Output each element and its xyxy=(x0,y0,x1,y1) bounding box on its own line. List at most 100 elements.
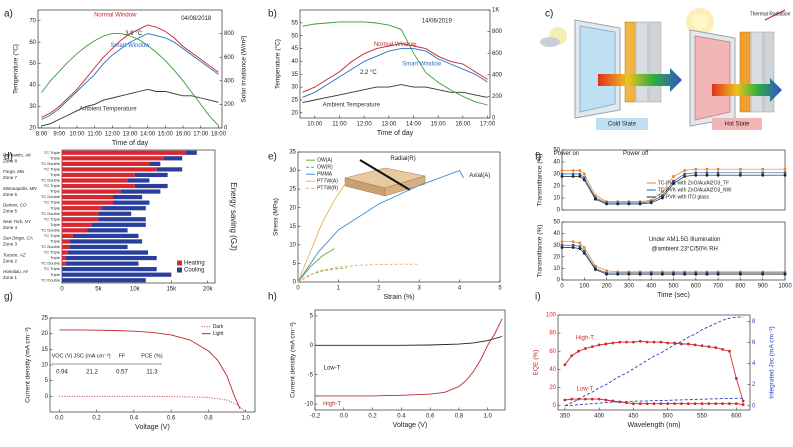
bar xyxy=(62,255,66,261)
x-tick-label: 0.6 xyxy=(426,414,435,420)
x-tick-label: 18:00 xyxy=(211,132,227,138)
bar xyxy=(62,250,68,255)
y-axis-label: Temperature (°C) xyxy=(274,39,282,89)
data-point xyxy=(632,402,635,406)
data-point xyxy=(638,272,642,276)
x-tick-label: 0 xyxy=(60,287,64,293)
data-point xyxy=(560,175,564,178)
bar xyxy=(62,272,172,277)
series-line xyxy=(315,318,503,397)
bar xyxy=(69,239,143,244)
y-tick-label: 40 xyxy=(29,83,36,89)
x-tick-label: 700 xyxy=(713,284,724,290)
bar xyxy=(127,178,150,183)
data-point xyxy=(700,402,704,406)
data-point xyxy=(694,171,698,175)
x-tick-label: 13:00 xyxy=(381,122,397,128)
category-label: Triple xyxy=(50,239,61,244)
y2-tick-label: 6 xyxy=(752,340,756,346)
legend-label: TC-PVK with ITO glass xyxy=(658,194,710,200)
y-tick-label: 35 xyxy=(291,72,298,78)
x-tick-label: 5k xyxy=(95,287,102,293)
data-point xyxy=(584,347,587,350)
bar xyxy=(134,172,168,178)
plot-frame xyxy=(561,149,786,211)
y2-tick-label: 0 xyxy=(752,403,756,409)
y-tick-label: 10 xyxy=(553,196,560,202)
bar xyxy=(156,167,183,172)
category-label: TC Double xyxy=(41,277,61,282)
annotation: Axial(A) xyxy=(469,173,490,179)
series-line xyxy=(302,84,488,104)
data-point xyxy=(578,172,582,176)
bar xyxy=(113,194,143,200)
data-point xyxy=(570,354,574,358)
legend-swatch xyxy=(177,260,182,266)
x-tick-label: 14:00 xyxy=(140,132,156,138)
data-point xyxy=(638,202,642,206)
data-point xyxy=(660,196,664,200)
bar xyxy=(62,189,121,194)
data-point xyxy=(652,340,656,344)
series-label: Low-T xyxy=(577,387,594,393)
series-line xyxy=(41,88,219,127)
data-point xyxy=(714,402,718,406)
table-cell: 11.3 xyxy=(146,370,158,376)
y-tick-label: 55 xyxy=(291,20,298,26)
sun-icon xyxy=(686,8,714,36)
y-tick-label: 10 xyxy=(553,266,560,272)
x-tick-label: 900 xyxy=(758,284,769,290)
data-point xyxy=(694,173,698,177)
y-tick-label: 20 xyxy=(289,205,296,211)
category-label: TC Double xyxy=(41,161,61,166)
y-tick-label: 20 xyxy=(29,126,36,132)
x-tick-label: 0 xyxy=(560,284,564,290)
data-point xyxy=(716,173,720,177)
series-line xyxy=(41,24,219,118)
cloud-icon xyxy=(540,27,567,47)
data-point xyxy=(616,272,620,276)
x-tick-label: 400 xyxy=(594,414,605,420)
y-tick-label: 30 xyxy=(29,104,36,110)
data-point xyxy=(611,399,615,403)
bar xyxy=(67,250,148,255)
x-tick-label: 1.0 xyxy=(242,416,251,422)
series-line xyxy=(297,248,335,283)
x-tick-label: 16:00 xyxy=(176,132,192,138)
series-line xyxy=(41,33,219,120)
category-label: TC Triple xyxy=(44,183,61,188)
x-tick-label: 100 xyxy=(579,284,590,290)
legend-label: TC-PVK with ZnO/Au/Al2O3_TF xyxy=(658,180,729,186)
y2-tick-label: 800 xyxy=(224,31,235,37)
annotation: 14/06/2019 xyxy=(422,18,453,24)
data-point xyxy=(741,399,745,403)
y-tick-label: 30 xyxy=(289,168,296,174)
y-tick-label: 0 xyxy=(553,403,557,409)
data-point xyxy=(761,272,765,276)
data-point xyxy=(605,272,608,276)
data-point xyxy=(605,269,608,273)
y-tick-label: 10 xyxy=(41,363,48,369)
category-label: TC Triple xyxy=(44,200,61,205)
chart: f) 0 10 20 30 40 50 Transmittance (%) Power on Po… xyxy=(535,148,787,214)
chart: g) 0.0 0.2 0.4 0.6 0.8 1.0 Voltage (V) 0 5 10 15 20 2… xyxy=(4,292,256,431)
bar xyxy=(62,267,157,272)
x-tick-label: 8:00 xyxy=(36,132,48,138)
data-point xyxy=(604,398,608,402)
bar xyxy=(134,183,168,189)
bar xyxy=(72,233,139,239)
data-point xyxy=(741,403,745,406)
data-point xyxy=(560,169,564,172)
data-point xyxy=(659,340,663,344)
cold-window: Cold State xyxy=(574,19,682,130)
category-label: TC Triple xyxy=(44,250,61,255)
y-tick-label: 20 xyxy=(553,184,560,190)
legend-label: PMMA xyxy=(317,172,333,178)
x-tick-label: 350 xyxy=(560,414,571,420)
y-tick-label: 20 xyxy=(549,385,556,391)
x-tick-label: 16:00 xyxy=(455,122,471,128)
series-line xyxy=(302,48,488,98)
legend-swatch xyxy=(177,267,182,273)
data-point xyxy=(563,398,567,402)
